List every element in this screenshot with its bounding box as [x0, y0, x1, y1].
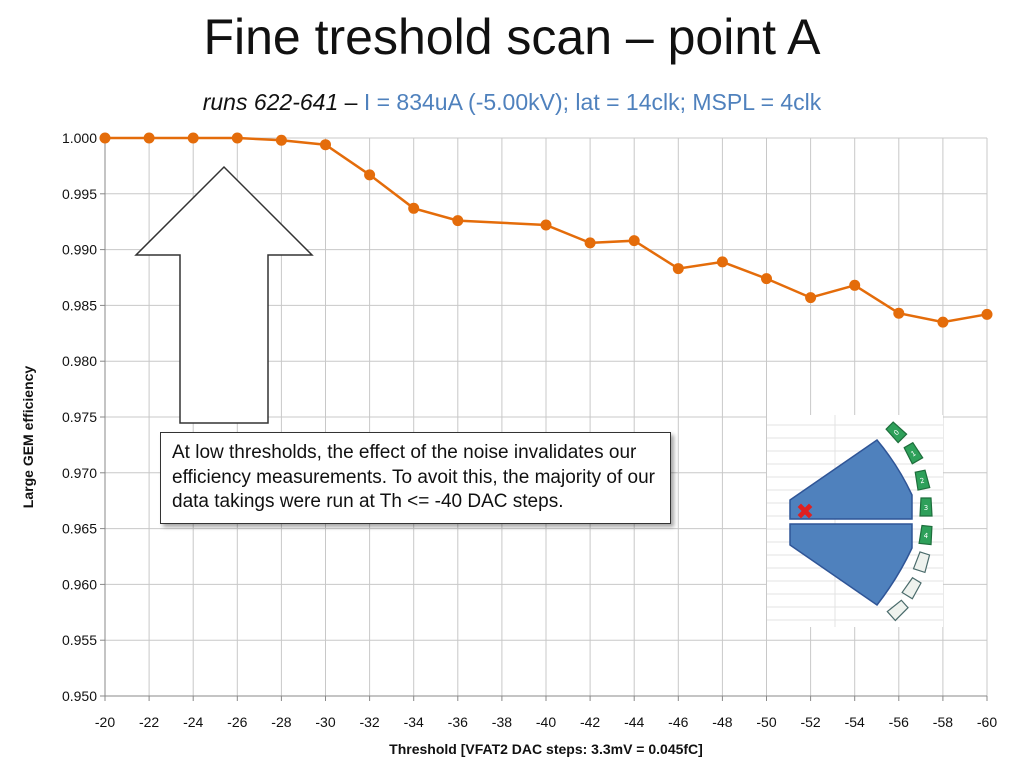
page-title: Fine treshold scan – point A: [203, 9, 821, 65]
data-point: [187, 132, 199, 144]
data-point: [716, 256, 728, 268]
x-tick-label: -50: [756, 714, 776, 730]
data-point: [672, 263, 684, 275]
readout-boards: 0 1 2 3 4: [885, 421, 933, 622]
inset-background: [767, 415, 943, 627]
y-tick-label: 0.985: [62, 297, 97, 313]
data-point: [761, 273, 772, 285]
x-tick-label: -60: [977, 714, 997, 730]
readout-board: 2: [914, 469, 931, 491]
y-tick-label: 0.990: [62, 242, 97, 258]
y-tick-label: 0.980: [62, 353, 97, 369]
x-tick-label: -58: [933, 714, 953, 730]
y-tick-label: 0.995: [62, 186, 97, 202]
readout-board: [886, 599, 909, 622]
board-shape: [901, 576, 922, 600]
board-label: 0: [892, 428, 901, 437]
hit-marker-icon: ✖: [796, 500, 814, 525]
board-label: 2: [919, 477, 925, 486]
x-tick-label: -24: [183, 714, 203, 730]
data-point: [452, 215, 464, 227]
x-tick-label: -34: [404, 714, 424, 730]
data-point: [364, 169, 376, 181]
x-tick-label: -36: [448, 714, 468, 730]
data-point: [584, 237, 596, 249]
readout-board: 4: [918, 524, 933, 546]
data-point: [99, 132, 111, 144]
board-label: 1: [910, 449, 918, 458]
chamber-bottom-half: [789, 523, 913, 607]
data-point: [628, 235, 640, 247]
data-point: [231, 132, 243, 144]
y-tick-label: 0.950: [62, 688, 97, 704]
board-shape: [886, 599, 909, 622]
series-line: [105, 136, 988, 324]
data-point: [143, 132, 155, 144]
data-point: [540, 219, 552, 231]
data-point: [937, 316, 949, 328]
y-tick-label: 0.960: [62, 576, 97, 592]
readout-board: [912, 551, 931, 574]
board-shape: [912, 551, 931, 574]
subtitle-params: I = 834uA (-5.00kV); lat = 14clk; MSPL =…: [363, 89, 822, 115]
y-tick-label: 1.000: [62, 130, 97, 146]
readout-board: [901, 576, 922, 600]
x-tick-label: -38: [492, 714, 512, 730]
y-tick-label: 0.975: [62, 409, 97, 425]
efficiency-series: [99, 132, 993, 328]
board-shape: [903, 441, 924, 465]
data-point: [275, 134, 287, 146]
x-axis: -20 -22 -24 -26 -28 -30 -32 -34 -36 -38 -40 -42 -44 -…: [95, 695, 997, 730]
data-point: [893, 307, 905, 319]
data-point: [849, 279, 861, 291]
subtitle-separator: –: [344, 89, 358, 115]
data-point: [320, 139, 331, 151]
readout-board: 3: [919, 497, 933, 517]
x-tick-label: -20: [95, 714, 115, 730]
y-tick-label: 0.970: [62, 465, 97, 481]
board-shape: [914, 469, 931, 491]
page-subtitle: runs 622-641 – I = 834uA (-5.00kV); lat …: [0, 89, 1024, 117]
board-shape: [919, 497, 933, 517]
y-axis: 1.000 0.995 0.990 0.985 0.980 0.975 0.970 0.965…: [62, 130, 106, 704]
board-shape: [885, 421, 908, 444]
up-arrow-icon: [134, 165, 314, 424]
x-tick-label: -44: [624, 714, 644, 730]
x-tick-label: -42: [580, 714, 600, 730]
y-tick-label: 0.955: [62, 632, 97, 648]
board-shape: [918, 524, 933, 546]
x-tick-label: -56: [889, 714, 909, 730]
subtitle-runs: runs 622-641: [202, 89, 339, 115]
readout-board: 1: [903, 441, 924, 465]
chamber-top-half: [789, 438, 913, 520]
x-tick-label: -30: [315, 714, 335, 730]
y-axis-label: Large GEM efficiency: [20, 366, 36, 509]
x-tick-label: -26: [227, 714, 247, 730]
noise-callout: At low thresholds, the effect of the noi…: [160, 432, 671, 525]
data-point: [408, 202, 420, 214]
data-point: [981, 308, 993, 320]
x-tick-label: -48: [712, 714, 732, 730]
x-tick-label: -22: [139, 714, 159, 730]
x-tick-label: -28: [271, 714, 291, 730]
board-label: 4: [923, 532, 929, 540]
x-tick-label: -52: [800, 714, 820, 730]
readout-board: 0: [885, 421, 908, 444]
chamber-inset: 0 1 2 3 4 ✖: [767, 415, 943, 627]
x-tick-label: -40: [536, 714, 556, 730]
x-tick-label: -54: [845, 714, 865, 730]
x-tick-label: -46: [668, 714, 688, 730]
x-axis-label: Threshold [VFAT2 DAC steps: 3.3mV = 0.04…: [389, 741, 703, 757]
y-tick-label: 0.965: [62, 521, 97, 537]
x-tick-label: -32: [359, 714, 379, 730]
data-point: [805, 292, 817, 304]
board-label: 3: [924, 504, 928, 512]
